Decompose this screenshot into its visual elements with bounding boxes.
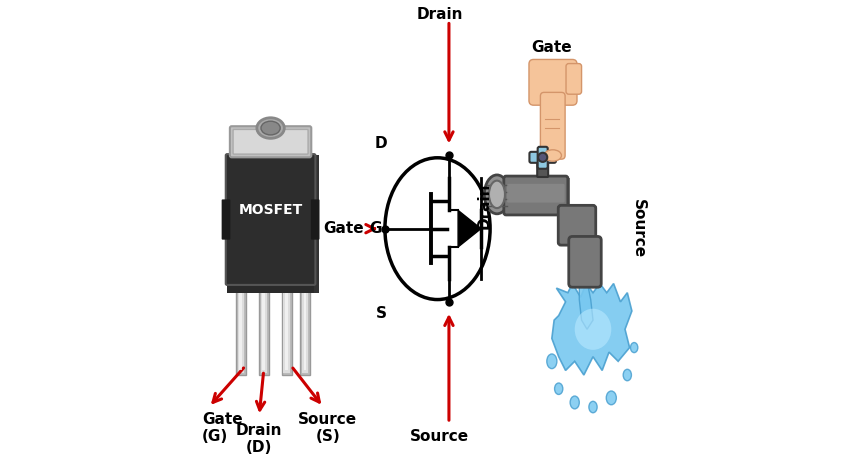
Bar [285, 288, 288, 370]
Text: D: D [374, 136, 387, 151]
Bar [302, 286, 308, 373]
Bar [303, 288, 306, 370]
Ellipse shape [385, 158, 490, 300]
Bar [236, 283, 246, 375]
FancyBboxPatch shape [227, 283, 314, 293]
FancyBboxPatch shape [504, 176, 568, 215]
Ellipse shape [544, 150, 561, 161]
FancyBboxPatch shape [566, 63, 582, 94]
FancyBboxPatch shape [540, 93, 565, 159]
FancyBboxPatch shape [226, 154, 315, 285]
Text: Gate
(G): Gate (G) [202, 412, 243, 444]
Ellipse shape [570, 396, 579, 409]
FancyBboxPatch shape [507, 184, 565, 203]
Ellipse shape [623, 369, 631, 381]
Ellipse shape [606, 391, 616, 405]
Ellipse shape [547, 354, 557, 369]
Bar [262, 288, 265, 370]
FancyBboxPatch shape [538, 147, 548, 169]
Bar [260, 286, 267, 373]
Text: Source: Source [631, 199, 647, 258]
Text: MOSFET: MOSFET [239, 203, 303, 217]
Ellipse shape [489, 181, 505, 208]
FancyBboxPatch shape [529, 59, 577, 105]
FancyBboxPatch shape [222, 200, 230, 240]
Ellipse shape [261, 121, 280, 135]
Ellipse shape [589, 401, 597, 413]
Bar [282, 283, 292, 375]
Bar [259, 283, 269, 375]
FancyBboxPatch shape [529, 152, 556, 163]
Text: Source
(S): Source (S) [298, 412, 357, 444]
FancyBboxPatch shape [569, 237, 601, 287]
FancyBboxPatch shape [537, 159, 548, 177]
Text: Source: Source [411, 429, 470, 444]
Polygon shape [552, 283, 632, 375]
Text: Drain: Drain [477, 182, 492, 229]
Circle shape [538, 153, 547, 162]
FancyBboxPatch shape [558, 206, 596, 245]
FancyBboxPatch shape [311, 200, 319, 240]
Bar [238, 286, 244, 373]
Ellipse shape [257, 118, 284, 138]
Bar [283, 286, 290, 373]
FancyBboxPatch shape [309, 156, 319, 293]
Text: Gate: Gate [324, 221, 364, 236]
Bar [300, 283, 310, 375]
Text: Drain: Drain [416, 7, 463, 22]
Polygon shape [579, 281, 593, 329]
Ellipse shape [631, 343, 638, 353]
Bar [239, 288, 242, 370]
Bar [559, 178, 570, 213]
Text: G: G [368, 221, 381, 236]
Text: S: S [376, 307, 387, 321]
Polygon shape [458, 210, 481, 247]
Ellipse shape [485, 175, 509, 214]
Ellipse shape [555, 383, 563, 394]
FancyBboxPatch shape [233, 130, 308, 154]
Ellipse shape [575, 309, 611, 350]
Text: Gate: Gate [532, 40, 572, 55]
Text: Drain
(D): Drain (D) [236, 423, 282, 456]
FancyBboxPatch shape [230, 126, 311, 157]
